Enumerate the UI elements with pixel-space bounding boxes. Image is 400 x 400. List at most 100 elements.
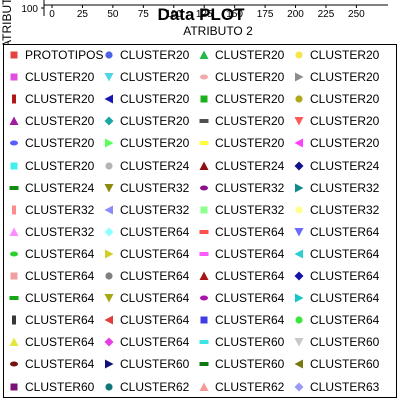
legend-marker-triangle-down xyxy=(104,294,114,303)
legend-item: CLUSTER60 xyxy=(197,332,284,352)
legend-item: CLUSTER60 xyxy=(292,332,379,352)
legend-label: CLUSTER20 xyxy=(215,92,285,107)
legend-item: CLUSTER20 xyxy=(7,111,94,131)
legend-marker-square xyxy=(200,95,208,103)
legend-label: CLUSTER60 xyxy=(310,357,380,372)
legend-item: CLUSTER60 xyxy=(197,354,284,374)
legend-marker-triangle-up xyxy=(9,337,19,347)
legend-label: CLUSTER64 xyxy=(310,291,380,306)
legend-item: CLUSTER20 xyxy=(197,111,284,131)
legend-marker-triangle-down xyxy=(294,227,304,237)
legend: PROTOTIPOS CLUSTER20 CLUSTER20 CLUSTER20 CLU… xyxy=(3,44,397,398)
legend-item: CLUSTER60 xyxy=(102,354,189,374)
legend-item: CLUSTER24 xyxy=(292,156,379,176)
legend-item: CLUSTER64 xyxy=(197,222,284,242)
legend-marker-diamond xyxy=(104,227,114,237)
x-tick-label-9: 225 xyxy=(318,9,335,20)
legend-item: CLUSTER32 xyxy=(102,200,189,220)
legend-label: CLUSTER64 xyxy=(120,291,190,306)
legend-marker-diamond xyxy=(104,116,114,126)
x-tick-label-4: 100 xyxy=(165,9,182,20)
legend-label: CLUSTER20 xyxy=(215,48,285,62)
legend-item: CLUSTER64 xyxy=(292,288,379,308)
legend-label: CLUSTER64 xyxy=(215,269,285,283)
legend-label: CLUSTER60 xyxy=(310,335,380,350)
legend-marker-ellipse xyxy=(10,140,18,146)
legend-item: CLUSTER62 xyxy=(197,377,284,397)
legend-label: CLUSTER20 xyxy=(120,92,190,107)
legend-label: CLUSTER32 xyxy=(215,180,285,195)
legend-marker-triangle-up xyxy=(199,271,209,280)
legend-item: CLUSTER20 xyxy=(7,67,94,87)
legend-marker-triangle-down xyxy=(294,117,304,126)
legend-label: CLUSTER64 xyxy=(25,335,95,350)
legend-label: CLUSTER60 xyxy=(215,335,285,350)
legend-item: CLUSTER60 xyxy=(7,377,94,397)
legend-marker-triangle-right xyxy=(105,249,114,259)
legend-label: CLUSTER62 xyxy=(120,379,190,394)
legend-item: CLUSTER64 xyxy=(102,332,189,352)
legend-label: CLUSTER20 xyxy=(215,70,285,85)
legend-item: CLUSTER20 xyxy=(102,67,189,87)
legend-label: CLUSTER32 xyxy=(310,202,380,217)
legend-label: CLUSTER64 xyxy=(120,224,190,239)
legend-marker-bar-h xyxy=(199,340,209,345)
legend-marker-triangle-down xyxy=(104,183,114,193)
x-axis-label: ATRIBUTO 2 xyxy=(183,24,253,38)
legend-marker-triangle-up xyxy=(9,227,19,236)
legend-marker-ellipse xyxy=(200,185,208,191)
legend-label: CLUSTER60 xyxy=(120,357,190,372)
legend-label: CLUSTER64 xyxy=(215,313,285,328)
legend-marker-ellipse xyxy=(10,361,18,367)
legend-label: CLUSTER24 xyxy=(310,158,380,173)
legend-item: CLUSTER64 xyxy=(7,244,94,264)
legend-label: CLUSTER20 xyxy=(120,136,190,151)
legend-marker-bar-v xyxy=(12,94,16,104)
legend-label: CLUSTER60 xyxy=(215,357,285,372)
legend-label: CLUSTER20 xyxy=(310,48,380,62)
legend-item: CLUSTER24 xyxy=(102,156,189,176)
legend-item: CLUSTER20 xyxy=(197,45,284,65)
legend-item: CLUSTER64 xyxy=(7,288,94,308)
legend-label: CLUSTER64 xyxy=(310,246,380,261)
legend-marker-diamond xyxy=(104,337,114,347)
legend-item: CLUSTER32 xyxy=(197,200,284,220)
legend-marker-ellipse xyxy=(200,74,208,80)
legend-marker-circle xyxy=(105,382,113,391)
legend-label: CLUSTER20 xyxy=(310,114,380,129)
legend-label: PROTOTIPOS xyxy=(25,48,104,62)
x-tick-label-1: 25 xyxy=(77,9,89,20)
legend-label: CLUSTER64 xyxy=(215,291,285,306)
legend-label: CLUSTER64 xyxy=(25,246,95,261)
legend-item: CLUSTER20 xyxy=(102,45,189,65)
legend-label: CLUSTER64 xyxy=(25,357,95,372)
legend-item: CLUSTER64 xyxy=(292,244,379,264)
legend-label: CLUSTER24 xyxy=(215,158,285,173)
x-tick-label-3: 75 xyxy=(138,9,150,20)
legend-label: CLUSTER24 xyxy=(25,180,95,195)
legend-marker-triangle-left xyxy=(104,315,113,325)
legend-marker-bar-v xyxy=(12,315,16,325)
legend-label: CLUSTER64 xyxy=(25,269,95,283)
legend-item: CLUSTER32 xyxy=(292,200,379,220)
legend-marker-triangle-left xyxy=(104,205,113,215)
legend-label: CLUSTER20 xyxy=(310,70,380,85)
legend-label: CLUSTER64 xyxy=(25,291,95,306)
legend-marker-bar-v xyxy=(12,205,16,215)
legend-marker-triangle-right xyxy=(295,183,304,193)
legend-item: CLUSTER64 xyxy=(102,222,189,242)
legend-label: CLUSTER64 xyxy=(25,313,95,328)
legend-marker-triangle-left xyxy=(294,359,303,369)
legend-marker-triangle-up xyxy=(9,116,19,126)
legend-item: CLUSTER32 xyxy=(7,222,94,242)
legend-item: PROTOTIPOS xyxy=(7,45,103,65)
chart-title: Data PLOT xyxy=(158,5,246,24)
legend-label: CLUSTER64 xyxy=(310,313,380,328)
legend-marker-circle xyxy=(105,272,113,280)
legend-marker-triangle-left xyxy=(294,138,303,148)
legend-marker-triangle-down xyxy=(104,73,114,82)
legend-item: CLUSTER64 xyxy=(102,310,189,330)
legend-label: CLUSTER60 xyxy=(25,379,95,394)
legend-item: CLUSTER20 xyxy=(292,133,379,153)
legend-label: CLUSTER32 xyxy=(25,224,95,239)
